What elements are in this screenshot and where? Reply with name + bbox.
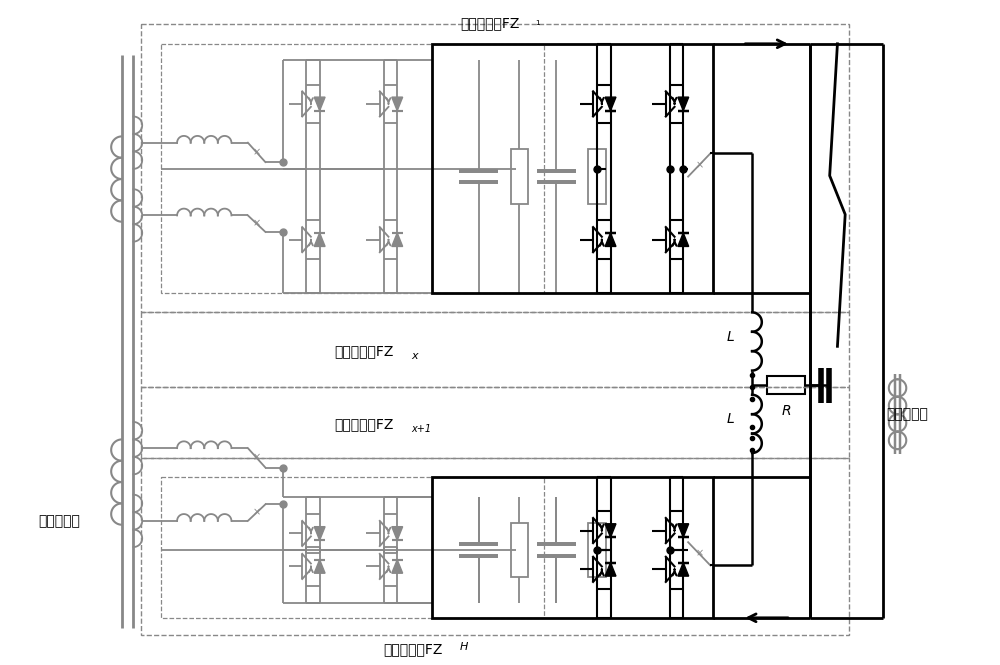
Text: 输入变压器: 输入变压器: [38, 514, 80, 528]
Bar: [161, 44, 544, 293]
Polygon shape: [678, 524, 689, 537]
Bar: [588, 523, 606, 577]
Text: 背靠背阀组FZ: 背靠背阀组FZ: [335, 417, 394, 431]
Text: L: L: [727, 412, 735, 426]
Bar: [588, 150, 606, 203]
Polygon shape: [392, 560, 403, 573]
Text: 背靠背阀组FZ: 背靠背阀组FZ: [461, 17, 520, 31]
Polygon shape: [314, 560, 325, 573]
Polygon shape: [314, 233, 325, 247]
Polygon shape: [314, 527, 325, 540]
Text: 输出变压器: 输出变压器: [886, 407, 928, 421]
Bar: [141, 25, 849, 313]
Bar: [511, 150, 528, 203]
Text: x+1: x+1: [411, 424, 431, 434]
Text: ×: ×: [695, 160, 703, 170]
Text: 背靠背阀组FZ: 背靠背阀组FZ: [335, 344, 394, 358]
Bar: [141, 313, 849, 387]
Polygon shape: [605, 97, 616, 110]
Polygon shape: [392, 233, 403, 247]
Bar: [141, 458, 849, 635]
Bar: [432, 477, 713, 618]
Polygon shape: [605, 524, 616, 537]
Text: ×: ×: [253, 507, 261, 517]
Polygon shape: [678, 233, 689, 247]
Text: 背靠背阀组FZ: 背靠背阀组FZ: [383, 642, 442, 656]
Text: ×: ×: [695, 549, 703, 559]
Text: L: L: [727, 330, 735, 344]
Text: ×: ×: [253, 148, 261, 158]
Polygon shape: [678, 563, 689, 576]
Text: x: x: [411, 351, 417, 361]
Text: ₁: ₁: [535, 17, 539, 27]
Polygon shape: [392, 97, 403, 110]
Text: R: R: [781, 404, 791, 418]
Text: H: H: [459, 642, 468, 652]
Text: ×: ×: [253, 219, 261, 229]
Polygon shape: [314, 97, 325, 110]
Polygon shape: [678, 97, 689, 110]
Bar: [141, 387, 849, 458]
Bar: [432, 44, 713, 293]
Text: ×: ×: [253, 453, 261, 463]
Bar: [161, 477, 544, 618]
Polygon shape: [392, 527, 403, 540]
Bar: [767, 376, 805, 394]
Polygon shape: [605, 233, 616, 247]
Bar: [511, 523, 528, 577]
Polygon shape: [605, 563, 616, 576]
